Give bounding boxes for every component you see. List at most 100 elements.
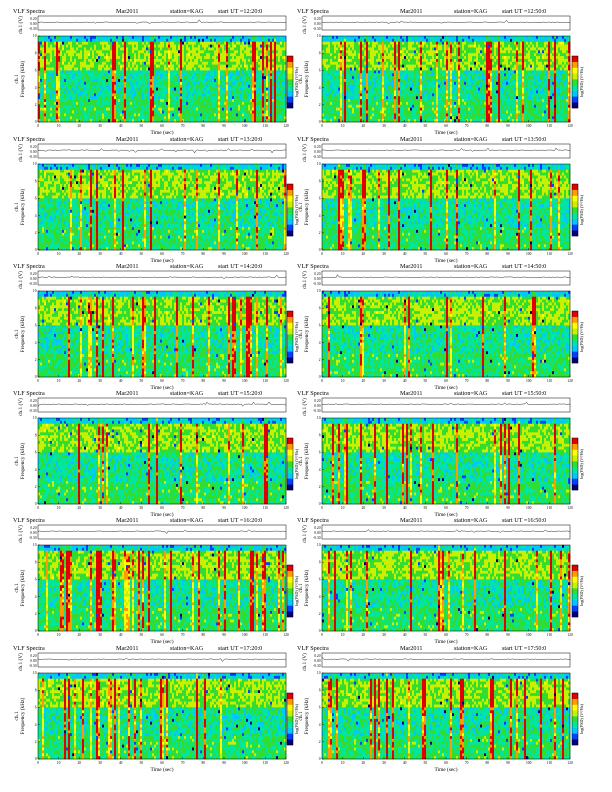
spectrogram-cell xyxy=(134,42,136,45)
spectrogram-cell xyxy=(218,68,220,71)
spectrogram-cell xyxy=(266,65,268,68)
spectrogram-cell xyxy=(42,73,44,76)
spectrogram-cell xyxy=(240,68,242,71)
spectrogram-cell xyxy=(208,53,210,56)
spectrogram-cell xyxy=(58,50,60,53)
spectrogram-cell xyxy=(182,65,184,68)
spectrogram-cell xyxy=(120,70,122,73)
spectrogram-cell xyxy=(248,45,250,48)
spectrogram-cell xyxy=(132,73,134,76)
spectrogram-cell xyxy=(212,53,214,56)
spectrogram-cell xyxy=(264,53,266,56)
spectrogram-cell xyxy=(210,59,212,62)
spectrogram-cell xyxy=(76,73,78,76)
spectrogram-cell xyxy=(266,45,268,48)
spectrogram-cell xyxy=(124,47,126,50)
spectrogram-cell xyxy=(214,65,216,68)
spectrogram-cell xyxy=(64,70,66,73)
spectrogram-cell xyxy=(44,50,46,53)
spectrogram-cell xyxy=(196,42,198,45)
spectrogram-cell xyxy=(280,45,282,48)
spectrogram-cell xyxy=(86,68,88,71)
spectrogram-cell xyxy=(138,73,140,76)
spectrogram-cell xyxy=(42,76,44,79)
spectrogram-cell xyxy=(126,56,128,59)
spectrogram-cell xyxy=(152,79,154,82)
spectrogram-cell xyxy=(252,50,254,53)
spectrogram-cell xyxy=(156,42,158,45)
spectrogram-cell xyxy=(102,53,104,56)
spectrogram-cell xyxy=(74,65,76,68)
spectrogram-cell xyxy=(42,70,44,73)
spectrogram-cell xyxy=(106,62,108,65)
spectrogram-cell xyxy=(38,65,40,68)
spectrogram-cell xyxy=(192,70,194,73)
spectrogram-cell xyxy=(156,62,158,65)
spectrogram-cell xyxy=(244,62,246,65)
spectrogram-cell xyxy=(250,45,252,48)
spectrogram-cell xyxy=(186,56,188,59)
spectrogram-cell xyxy=(70,79,72,82)
spectrogram-cell xyxy=(176,56,178,59)
spectrogram-cell xyxy=(128,56,130,59)
spectrogram-cell xyxy=(210,47,212,50)
spectrogram-cell xyxy=(48,42,50,45)
spectrogram-cell xyxy=(230,62,232,65)
spectrogram-cell xyxy=(102,56,104,59)
spectrogram-cell xyxy=(104,59,106,62)
spectrogram-cell xyxy=(80,59,82,62)
spectrogram-cell xyxy=(158,62,160,65)
spectrogram-cell xyxy=(242,53,244,56)
spectrogram-cell xyxy=(274,62,276,65)
spectrogram-cell xyxy=(96,42,98,45)
spectrogram-cell xyxy=(268,36,270,39)
spectrogram-cell xyxy=(258,73,260,76)
spectrogram-cell xyxy=(60,79,62,82)
spectrogram-cell xyxy=(242,42,244,45)
spectrogram-cell xyxy=(68,76,70,79)
spectrogram-cell xyxy=(208,70,210,73)
spectrogram-cell xyxy=(222,68,224,71)
spectrogram-cell xyxy=(228,45,230,48)
spectrogram-cell xyxy=(198,47,200,50)
spectrogram-cell xyxy=(128,47,130,50)
spectrogram-cell xyxy=(110,59,112,62)
spectrogram-cell xyxy=(248,59,250,62)
spectrogram-cell xyxy=(78,39,80,42)
spectrogram-cell xyxy=(202,56,204,59)
spectrogram-cell xyxy=(212,42,214,45)
spectrogram-cell xyxy=(154,36,156,39)
spectrogram-cell xyxy=(58,62,60,65)
spectrogram-cell xyxy=(38,59,40,62)
spectrogram-cell xyxy=(76,76,78,79)
spectrogram-cell xyxy=(218,62,220,65)
spectrogram-cell xyxy=(56,39,58,42)
spectrogram-cell xyxy=(146,70,148,73)
spectrogram-cell xyxy=(158,42,160,45)
spectrogram-cell xyxy=(130,65,132,68)
spectrogram-cell xyxy=(194,42,196,45)
spectrogram-cell xyxy=(96,59,98,62)
spectrogram-cell xyxy=(210,70,212,73)
spectrogram-cell xyxy=(38,47,40,50)
spectrogram-cell xyxy=(64,79,66,82)
spectrogram-cell xyxy=(266,62,268,65)
spectrogram-cell xyxy=(130,62,132,65)
spectrogram-cell xyxy=(138,42,140,45)
spectrogram-cell xyxy=(112,59,114,62)
spectrogram-cell xyxy=(186,62,188,65)
spectrogram-cell xyxy=(198,59,200,62)
spectrogram-cell xyxy=(130,56,132,59)
spectrogram-cell xyxy=(180,42,182,45)
spectrogram-cell xyxy=(102,39,104,42)
spectrogram-cell xyxy=(170,56,172,59)
spectrogram-cell xyxy=(254,42,256,45)
spectrogram-cell xyxy=(116,56,118,59)
spectrogram-cell xyxy=(144,39,146,42)
spectrogram-cell xyxy=(154,50,156,53)
spectrogram-cell xyxy=(48,45,50,48)
spectrogram-cell xyxy=(98,47,100,50)
spectrogram-cell xyxy=(44,53,46,56)
spectrogram-cell xyxy=(226,65,228,68)
spectrogram-cell xyxy=(104,70,106,73)
